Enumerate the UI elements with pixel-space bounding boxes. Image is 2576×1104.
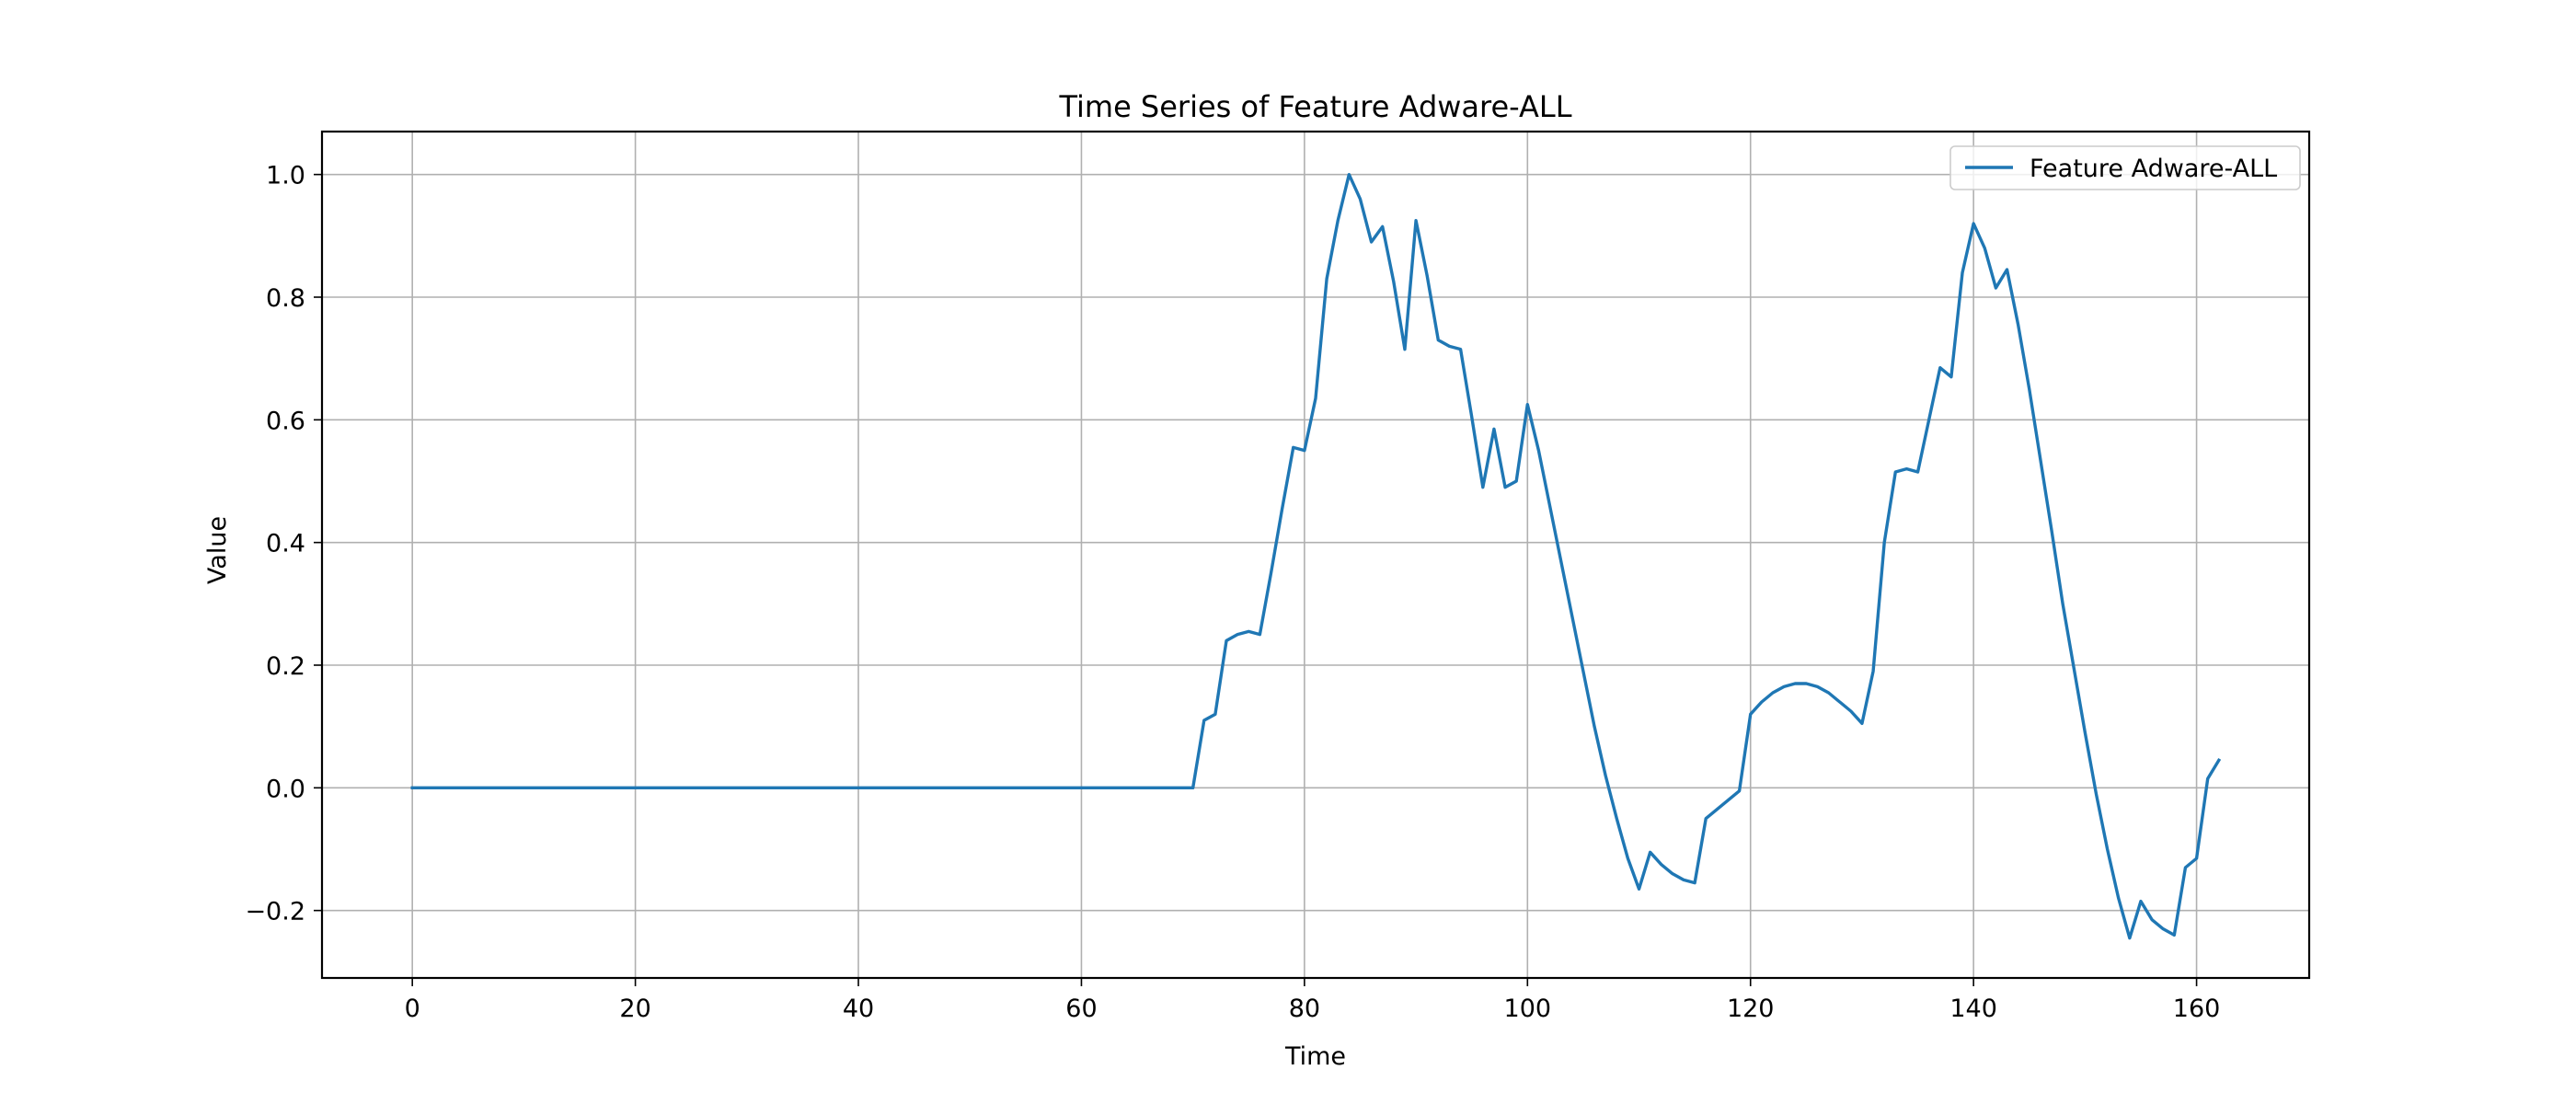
- plot-frame: [320, 130, 2311, 980]
- x-tick-label: 80: [1289, 995, 1320, 1023]
- x-axis-ticks: 0 20 40 60 80 100 120 140 160: [405, 978, 2221, 1023]
- y-tick-label: 0.8: [266, 284, 305, 313]
- series-line: [410, 172, 2222, 940]
- x-tick-label: 140: [1949, 995, 1997, 1023]
- y-tick-label: 1.0: [266, 162, 305, 190]
- x-tick-label: 20: [619, 995, 650, 1023]
- y-axis-ticks: −0.2 0.0 0.2 0.4 0.6 0.8 1.0: [245, 162, 322, 926]
- y-axis-label: Value: [203, 516, 232, 584]
- legend-label: Feature Adware-ALL: [2030, 155, 2277, 183]
- y-tick-label: 0.0: [266, 775, 305, 803]
- y-tick-label: 0.2: [266, 652, 305, 681]
- x-tick-label: 100: [1504, 995, 1552, 1023]
- legend: Feature Adware-ALL: [1949, 145, 2301, 190]
- x-tick-label: 0: [405, 995, 420, 1023]
- x-tick-label: 160: [2173, 995, 2221, 1023]
- x-tick-label: 40: [843, 995, 874, 1023]
- chart-title: Time Series of Feature Adware-ALL: [1058, 89, 1571, 124]
- y-tick-label: 0.6: [266, 407, 305, 435]
- grid: [322, 132, 2309, 978]
- x-axis-label: Time: [1284, 1042, 1346, 1071]
- legend-box: [1949, 145, 2301, 190]
- series-layer: [410, 172, 2222, 940]
- y-tick-label: −0.2: [245, 898, 305, 926]
- x-tick-label: 120: [1727, 995, 1775, 1023]
- x-tick-label: 60: [1065, 995, 1097, 1023]
- y-tick-label: 0.4: [266, 530, 305, 558]
